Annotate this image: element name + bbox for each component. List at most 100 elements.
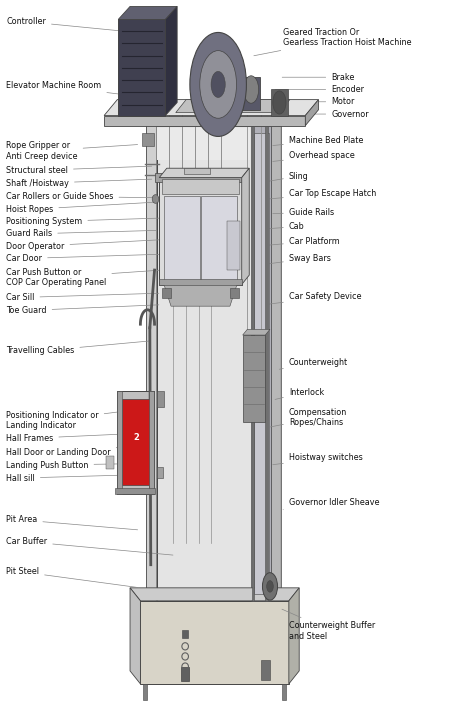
Text: Guard Rails: Guard Rails <box>6 229 156 239</box>
Text: Toe Guard: Toe Guard <box>6 304 159 315</box>
Text: Travelling Cables: Travelling Cables <box>6 341 148 355</box>
Bar <box>282 684 286 700</box>
Polygon shape <box>164 284 237 306</box>
Polygon shape <box>146 112 157 601</box>
Text: Elevator Machine Room: Elevator Machine Room <box>6 81 137 96</box>
Bar <box>157 125 271 601</box>
Ellipse shape <box>263 573 277 600</box>
Text: Motor: Motor <box>273 97 355 107</box>
Text: Machine Bed Plate: Machine Bed Plate <box>273 136 363 146</box>
Ellipse shape <box>152 194 159 203</box>
Bar <box>143 684 147 700</box>
Polygon shape <box>271 112 281 601</box>
Bar <box>155 173 246 182</box>
Text: Door Operator: Door Operator <box>6 240 159 251</box>
Polygon shape <box>289 588 299 684</box>
Text: Encoder: Encoder <box>275 85 364 94</box>
Bar <box>117 392 154 494</box>
Bar <box>107 456 114 468</box>
Text: Car Rollers or Guide Shoes: Car Rollers or Guide Shoes <box>6 192 161 201</box>
Bar <box>159 178 242 284</box>
Text: Car Platform: Car Platform <box>267 236 339 246</box>
Text: Positioning Indicator or
Landing Indicator: Positioning Indicator or Landing Indicat… <box>6 410 135 430</box>
Bar <box>204 78 260 109</box>
Bar <box>115 488 155 494</box>
Bar <box>121 399 150 485</box>
Text: Hall sill: Hall sill <box>6 473 145 483</box>
Polygon shape <box>118 7 177 20</box>
Bar <box>140 601 289 684</box>
Text: Structural steel: Structural steel <box>6 166 152 175</box>
Ellipse shape <box>273 91 286 114</box>
Text: Governor: Governor <box>278 109 369 119</box>
Bar <box>157 392 164 407</box>
Text: Governor Idler Sheave: Governor Idler Sheave <box>283 498 379 510</box>
Bar <box>255 133 269 594</box>
Bar <box>182 631 188 638</box>
Ellipse shape <box>211 72 225 97</box>
Bar <box>164 196 200 281</box>
Text: 2: 2 <box>134 433 139 442</box>
Text: Hall Door or Landing Door: Hall Door or Landing Door <box>6 446 142 457</box>
Text: Counterweight: Counterweight <box>279 358 348 369</box>
Text: Car Door: Car Door <box>6 254 161 263</box>
Text: Cab: Cab <box>267 223 305 231</box>
Text: Guide Rails: Guide Rails <box>273 208 334 217</box>
Bar <box>142 133 154 146</box>
Text: Landing Push Button: Landing Push Button <box>6 460 135 470</box>
Text: Car Safety Device: Car Safety Device <box>267 292 361 304</box>
Text: Car Sill: Car Sill <box>6 293 159 302</box>
Polygon shape <box>104 99 319 115</box>
Text: Brake: Brake <box>282 72 355 82</box>
Bar <box>251 125 271 601</box>
Text: Positioning System: Positioning System <box>6 218 159 226</box>
Bar <box>162 288 171 297</box>
Polygon shape <box>176 99 290 112</box>
Bar <box>104 115 305 125</box>
Text: Car Push Button or
COP Car Operating Panel: Car Push Button or COP Car Operating Pan… <box>6 268 159 287</box>
Text: Rope Gripper or
Anti Creep device: Rope Gripper or Anti Creep device <box>6 141 137 161</box>
Text: Pit Area: Pit Area <box>6 515 137 530</box>
Text: Sling: Sling <box>267 172 309 181</box>
Text: Hoist Ropes: Hoist Ropes <box>6 201 178 214</box>
Bar <box>201 196 237 281</box>
Text: Car Buffer: Car Buffer <box>6 537 173 555</box>
Bar <box>227 221 240 270</box>
Bar <box>149 392 154 494</box>
Text: Pit Steel: Pit Steel <box>6 568 137 587</box>
Ellipse shape <box>200 51 237 118</box>
Text: Car Top Escape Hatch: Car Top Escape Hatch <box>267 189 376 199</box>
Polygon shape <box>165 7 177 115</box>
Polygon shape <box>242 168 249 284</box>
Text: Shaft /Hoistway: Shaft /Hoistway <box>6 179 152 188</box>
Text: Sway Bars: Sway Bars <box>267 254 331 264</box>
Bar <box>243 335 265 422</box>
Polygon shape <box>243 329 270 335</box>
Bar <box>162 179 239 194</box>
Polygon shape <box>305 99 319 125</box>
Bar <box>252 125 255 601</box>
Text: Interlock: Interlock <box>275 388 324 399</box>
Ellipse shape <box>190 33 246 136</box>
Text: Overhead space: Overhead space <box>273 152 355 162</box>
Text: Geared Traction Or
Gearless Traction Hoist Machine: Geared Traction Or Gearless Traction Hoi… <box>254 28 412 56</box>
Text: Controller: Controller <box>6 17 171 36</box>
Bar <box>182 666 189 681</box>
Bar <box>157 466 164 478</box>
Bar <box>117 392 121 494</box>
Polygon shape <box>130 588 299 601</box>
Bar <box>265 125 268 601</box>
Bar <box>261 660 270 680</box>
Text: Hoistway switches: Hoistway switches <box>273 453 363 465</box>
Bar <box>271 89 288 115</box>
Bar <box>159 278 242 284</box>
Text: Compensation
Ropes/Chains: Compensation Ropes/Chains <box>270 407 347 427</box>
Bar <box>184 168 210 174</box>
Text: Hall Frames: Hall Frames <box>6 434 137 443</box>
Bar <box>118 20 165 115</box>
Polygon shape <box>159 168 249 178</box>
Bar <box>157 116 250 160</box>
Polygon shape <box>130 588 140 684</box>
Text: Counterweight Buffer
and Steel: Counterweight Buffer and Steel <box>282 609 375 641</box>
Bar <box>230 288 239 297</box>
